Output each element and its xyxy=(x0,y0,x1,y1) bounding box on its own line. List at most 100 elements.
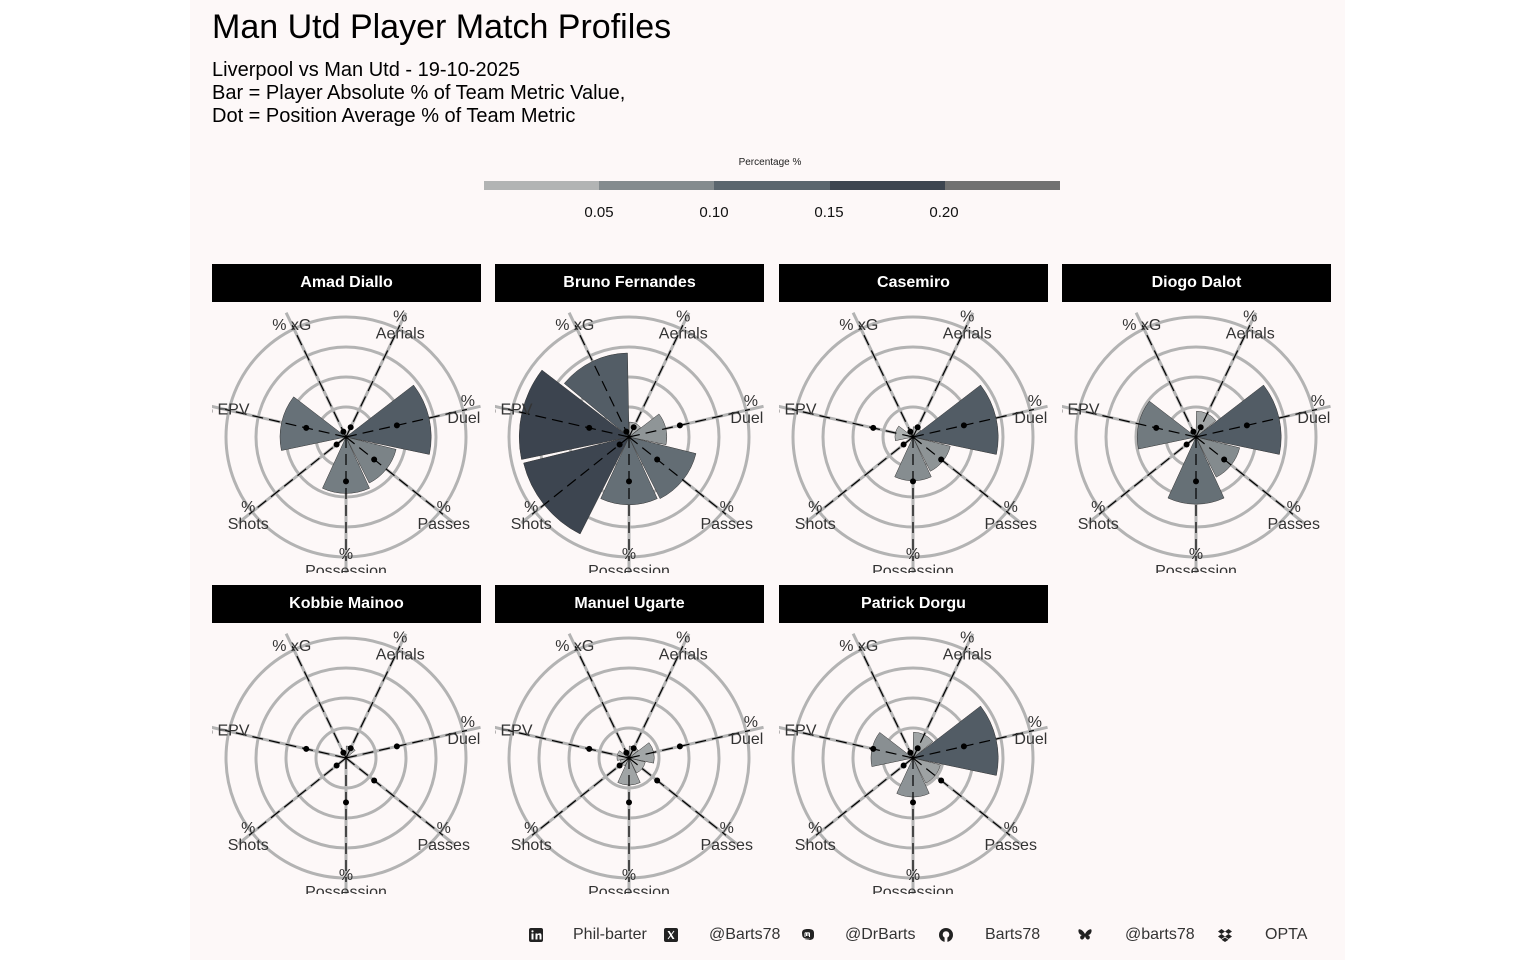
axis-label-line: % xyxy=(1287,499,1301,516)
position-average-dot xyxy=(654,777,661,784)
linkedin-icon[interactable] xyxy=(528,927,544,943)
axis-label-line: % xyxy=(461,714,475,731)
footer-bluesky-text[interactable]: @barts78 xyxy=(1125,926,1195,943)
axis-dash-line xyxy=(858,646,914,759)
position-average-dot xyxy=(900,441,907,448)
axis-label: % Possession xyxy=(305,546,387,573)
axis-label: % Aerials xyxy=(659,308,708,342)
axis-label-line: % xyxy=(524,499,538,516)
axis-label-line: Duels xyxy=(447,410,481,427)
legend-swatch xyxy=(599,181,715,190)
axis-label-line: % xyxy=(1028,714,1042,731)
legend-tick: 0.20 xyxy=(929,204,959,221)
axis-label: % Passes xyxy=(984,499,1036,533)
footer-mastodon-text[interactable]: @DrBarts xyxy=(845,926,916,943)
position-average-dot xyxy=(938,456,945,463)
axis-dash-line xyxy=(1195,436,1294,515)
axis-label: % Aerials xyxy=(943,629,992,663)
position-average-dot xyxy=(340,428,347,435)
position-average-dot xyxy=(371,777,378,784)
axis-label-line: Passes xyxy=(700,837,752,854)
position-average-dot xyxy=(626,799,632,806)
axis-label: % Passes xyxy=(1267,499,1319,533)
axis-label-line: Aerials xyxy=(943,325,992,342)
position-average-dot xyxy=(623,428,630,435)
axis-label-line: % xyxy=(744,393,758,410)
axis-label-line: Shots xyxy=(795,837,836,854)
axis-dash-line xyxy=(791,729,914,759)
axis-label-line: % xyxy=(437,499,451,516)
github-icon[interactable] xyxy=(938,927,954,943)
axis-label-line: % xG xyxy=(272,317,311,334)
axis-label-line: Shots xyxy=(228,837,269,854)
bluesky-icon[interactable] xyxy=(1077,927,1093,943)
axis-label-line: % xyxy=(808,499,822,516)
axis-label-line: % EPV xyxy=(779,402,817,419)
x-twitter-icon[interactable] xyxy=(663,927,679,943)
axis-dash-line xyxy=(1098,436,1197,515)
mastodon-icon[interactable] xyxy=(800,927,816,943)
panel-strip-title: Bruno Fernandes xyxy=(495,264,764,302)
axis-label: % EPV xyxy=(779,723,817,740)
axis-label-line: % xyxy=(960,629,974,646)
axis-label-line: % xyxy=(241,820,255,837)
dropbox-icon[interactable] xyxy=(1217,927,1233,943)
axis-dash-line xyxy=(1195,325,1251,438)
axis-label-line: Passes xyxy=(1267,516,1319,533)
axis-label-line: % EPV xyxy=(779,723,817,740)
axis-label-line: % EPV xyxy=(495,402,533,419)
position-average-dot xyxy=(626,478,632,485)
axis-label-line: Duels xyxy=(1014,410,1048,427)
bar-epv xyxy=(616,750,630,761)
axis-label-line: % xyxy=(339,867,353,884)
axis-label-line: % xyxy=(676,629,690,646)
axis-label-line: % EPV xyxy=(1062,402,1100,419)
legend-title: Percentage % xyxy=(738,157,802,168)
axis-label-line: % xG xyxy=(272,638,311,655)
axis-label-line: % xyxy=(808,820,822,837)
axis-label: % Shots xyxy=(795,499,836,533)
axis-label-line: % xG xyxy=(839,317,878,334)
polar-panel: %Aerials%Duels%Passes%Possession%Shots% … xyxy=(495,305,764,573)
axis-label-line: % xyxy=(241,499,255,516)
axis-label-line: Aerials xyxy=(659,325,708,342)
panel-strip-title: Manuel Ugarte xyxy=(495,585,764,623)
footer-opta-text[interactable]: OPTA xyxy=(1265,926,1308,943)
footer-linkedin-text[interactable]: Phil-barter xyxy=(573,926,647,943)
subtitle-line: Dot = Position Average % of Team Metric xyxy=(212,105,576,127)
axis-label-line: Aerials xyxy=(659,646,708,663)
axis-label: % EPV xyxy=(212,723,250,740)
axis-label: % Possession xyxy=(588,546,670,573)
axis-dash-line xyxy=(912,646,968,759)
position-average-dot xyxy=(630,424,637,431)
polar-chart: %Aerials%Duels%Passes%Possession%Shots% … xyxy=(1062,308,1331,573)
axis-label: %Duels xyxy=(1297,393,1331,427)
position-average-dot xyxy=(914,424,921,431)
axis-label: % Aerials xyxy=(943,308,992,342)
axis-dash-line xyxy=(345,436,444,515)
polar-chart: %Aerials%Duels%Passes%Possession%Shots% … xyxy=(212,629,481,894)
position-average-dot xyxy=(616,762,623,769)
axis-dash-line xyxy=(1074,408,1197,438)
axis-label: % Shots xyxy=(511,499,552,533)
axis-dash-line xyxy=(248,757,347,836)
axis-label-line: % xG xyxy=(1122,317,1161,334)
axis-label-line: Duels xyxy=(1014,731,1048,748)
axis-label: % Possession xyxy=(305,867,387,894)
position-average-dot xyxy=(870,745,877,752)
axis-label-line: % xyxy=(720,499,734,516)
axis-label-line: Duels xyxy=(447,731,481,748)
legend-swatch xyxy=(714,181,830,190)
polar-chart: %Aerials%Duels%Passes%Possession%Shots% … xyxy=(779,629,1048,894)
axis-label-line: Aerials xyxy=(1226,325,1275,342)
footer-x-text[interactable]: @Barts78 xyxy=(709,926,781,943)
axis-label: % xG xyxy=(839,317,878,334)
axis-label-line: Aerials xyxy=(376,646,425,663)
footer-github-text[interactable]: Barts78 xyxy=(985,926,1041,943)
polar-panel: %Aerials%Duels%Passes%Possession%Shots% … xyxy=(1062,305,1331,573)
axis-label-line: % xyxy=(524,820,538,837)
axis-dash-line xyxy=(574,646,630,759)
axis-label: %Duels xyxy=(447,393,481,427)
position-average-dot xyxy=(393,422,400,429)
axis-label-line: Shots xyxy=(795,516,836,533)
